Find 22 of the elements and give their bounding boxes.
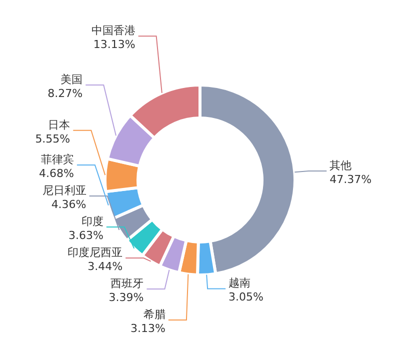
slice-label: 美国: [60, 73, 83, 86]
slice-label: 西班牙: [110, 277, 144, 290]
data-label: 3.13%: [130, 322, 166, 335]
slice-label: 越南: [228, 276, 251, 290]
slice-label: 中国香港: [91, 24, 136, 38]
data-label: 8.27%: [48, 87, 83, 100]
data-label: 3.39%: [108, 291, 144, 304]
data-label: 4.36%: [51, 198, 86, 211]
slice-label: 印度尼西亚: [68, 246, 123, 259]
slice-label: 日本: [48, 118, 70, 132]
data-label: 3.63%: [68, 229, 104, 242]
data-label: 3.44%: [88, 260, 123, 273]
slice-label: 印度: [81, 215, 104, 228]
slice-label: 其他: [330, 159, 352, 172]
data-label: 5.55%: [35, 132, 70, 146]
data-label: 13.13%: [93, 38, 136, 52]
data-label: 4.68%: [38, 167, 74, 180]
data-label: 47.37%: [330, 173, 372, 186]
slice-label: 希腊: [143, 308, 166, 321]
data-label: 3.05%: [228, 290, 264, 304]
slice-label: 菲律宾: [40, 153, 74, 166]
slice-label: 尼日利亚: [42, 184, 86, 197]
